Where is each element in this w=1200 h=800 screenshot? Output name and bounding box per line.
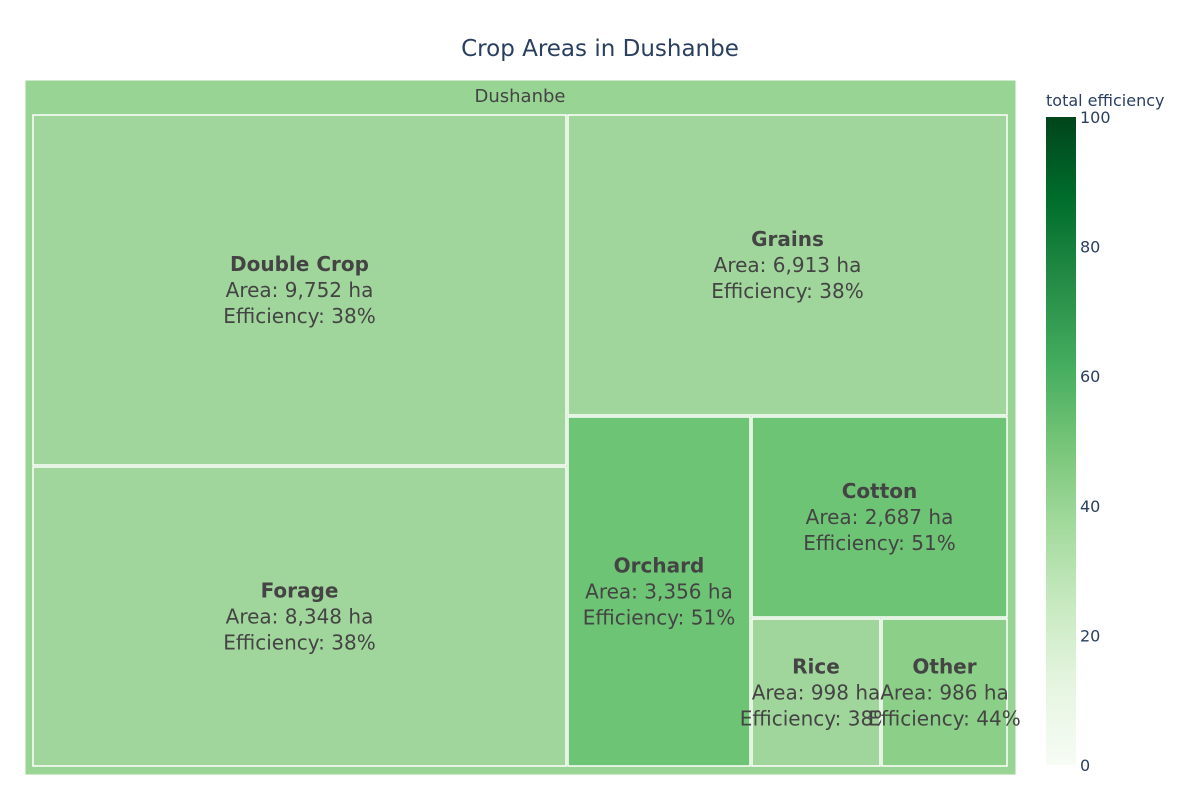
tile-rice[interactable]	[751, 618, 881, 767]
tile-label-grains: Grains	[751, 227, 824, 251]
colorbar-tick-label: 20	[1080, 626, 1100, 645]
tile-grains[interactable]	[567, 114, 1008, 416]
colorbar-tick-label: 60	[1080, 367, 1100, 386]
tile-cotton[interactable]	[751, 416, 1008, 618]
tile-area-forage: Area: 8,348 ha	[226, 605, 374, 629]
tile-area-orchard: Area: 3,356 ha	[585, 580, 733, 604]
chart-title: Crop Areas in Dushanbe	[461, 36, 739, 62]
tile-double-crop[interactable]	[32, 114, 567, 466]
tile-forage[interactable]	[32, 466, 567, 767]
tile-area-cotton: Area: 2,687 ha	[806, 505, 954, 529]
tile-efficiency-other: Efficiency: 44%	[868, 707, 1020, 731]
colorbar-tick-label: 80	[1080, 238, 1100, 257]
tile-efficiency-orchard: Efficiency: 51%	[583, 606, 735, 630]
colorbar-tick-label: 0	[1080, 756, 1090, 775]
colorbar: total efficiency 0 20 40 60 80 100	[1046, 91, 1164, 775]
tile-area-double-crop: Area: 9,752 ha	[226, 278, 374, 302]
colorbar-gradient	[1046, 117, 1076, 765]
tile-label-forage: Forage	[261, 579, 339, 603]
tile-label-cotton: Cotton	[842, 479, 918, 503]
tile-efficiency-cotton: Efficiency: 51%	[803, 531, 955, 555]
tile-area-other: Area: 986 ha	[880, 681, 1009, 705]
tile-area-grains: Area: 6,913 ha	[714, 253, 862, 277]
tile-label-other: Other	[912, 655, 976, 679]
tile-orchard[interactable]	[567, 416, 751, 767]
tile-other[interactable]	[881, 618, 1008, 767]
tile-label-double-crop: Double Crop	[230, 252, 369, 276]
tile-label-orchard: Orchard	[614, 554, 705, 578]
tile-efficiency-grains: Efficiency: 38%	[711, 279, 863, 303]
colorbar-title: total efficiency	[1046, 91, 1164, 110]
tile-efficiency-forage: Efficiency: 38%	[223, 631, 375, 655]
tile-label-rice: Rice	[792, 655, 840, 679]
root-tile-label: Dushanbe	[475, 86, 566, 107]
tile-efficiency-rice: Efficiency: 38%	[740, 707, 892, 731]
tile-efficiency-double-crop: Efficiency: 38%	[223, 304, 375, 328]
colorbar-tick-label: 40	[1080, 497, 1100, 516]
tile-area-rice: Area: 998 ha	[752, 681, 881, 705]
colorbar-tick-label: 100	[1080, 108, 1111, 127]
